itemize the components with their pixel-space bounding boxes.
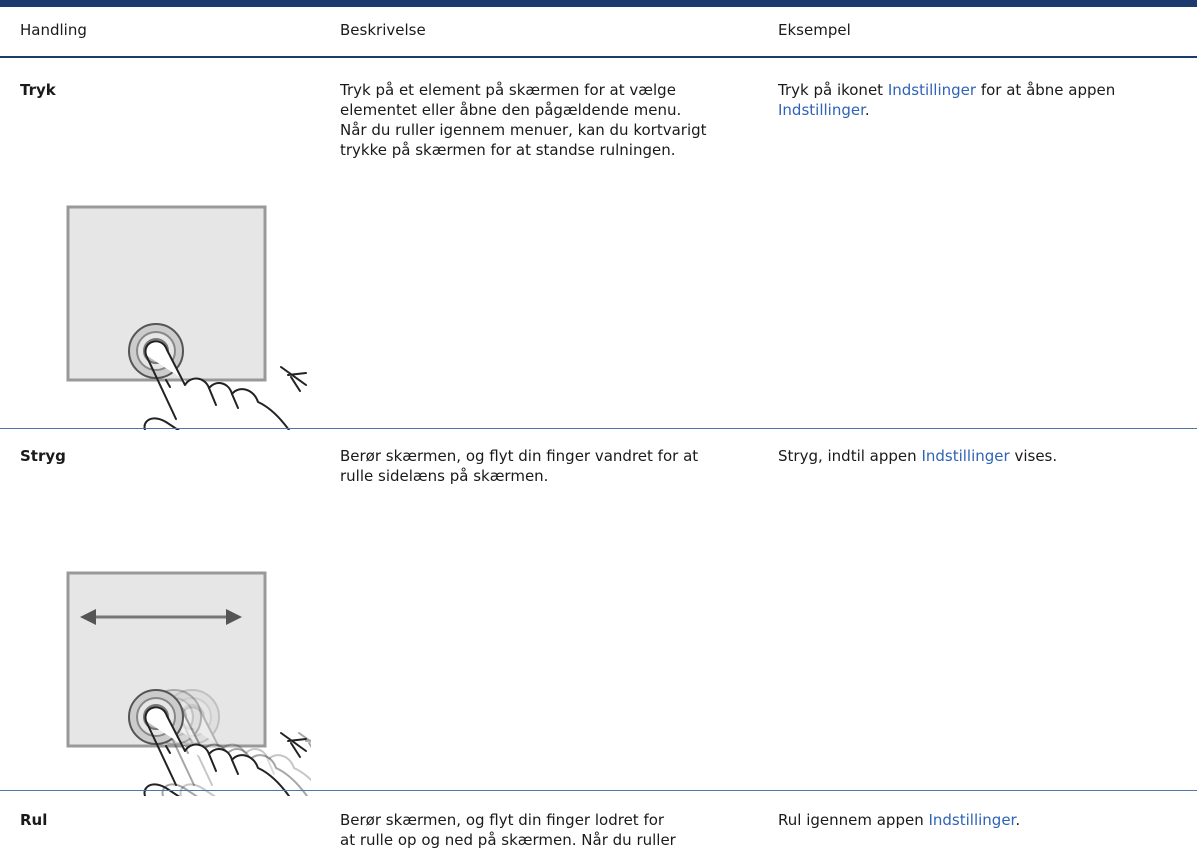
link-text: Indstillinger (928, 811, 1016, 829)
description-line: elementet eller åbne den pågældende menu… (340, 101, 682, 119)
action-label: Stryg (20, 447, 66, 465)
link-text: Indstillinger (778, 101, 865, 119)
gesture-illustration (66, 571, 311, 796)
action-label: Rul (20, 811, 48, 829)
link-text: Indstillinger (921, 447, 1010, 465)
description-line: Når du ruller igennem menuer, kan du kor… (340, 121, 707, 139)
example-line: Rul igennem appen Indstillinger. (778, 810, 1020, 830)
example-text: for at åbne appen (976, 81, 1116, 99)
example-text: Rul igennem appen (778, 811, 929, 829)
example-text: vises. (1009, 447, 1058, 465)
example-line: Indstillinger. (778, 100, 870, 120)
top-bar (0, 0, 1197, 7)
header-separator (0, 56, 1197, 58)
example-text: Stryg, indtil appen (778, 447, 922, 465)
header-cell: Beskrivelse (340, 21, 426, 39)
gesture-illustration (66, 205, 307, 430)
description-line: trykke på skærmen for at standse rulning… (340, 141, 676, 159)
header-cell: Handling (20, 21, 87, 39)
row-separator (0, 790, 1197, 791)
example-line: Tryk på ikonet Indstillinger for at åbne… (778, 80, 1115, 100)
description-line: Berør skærmen, og flyt din finger vandre… (340, 447, 699, 465)
example-text: . (864, 101, 870, 119)
description-line: at rulle op og ned på skærmen. Når du ru… (340, 831, 676, 849)
action-label: Tryk (20, 81, 56, 99)
row-separator (0, 428, 1197, 429)
description-line: rulle sidelæns på skærmen. (340, 467, 549, 485)
example-text: . (1015, 811, 1021, 829)
link-text: Indstillinger (887, 81, 977, 99)
example-text: Tryk på ikonet (778, 81, 888, 99)
description-line: Berør skærmen, og flyt din finger lodret… (340, 811, 665, 829)
example-line: Stryg, indtil appen Indstillinger vises. (778, 446, 1057, 466)
header-cell: Eksempel (778, 21, 851, 39)
description-line: Tryk på et element på skærmen for at væl… (340, 81, 676, 99)
